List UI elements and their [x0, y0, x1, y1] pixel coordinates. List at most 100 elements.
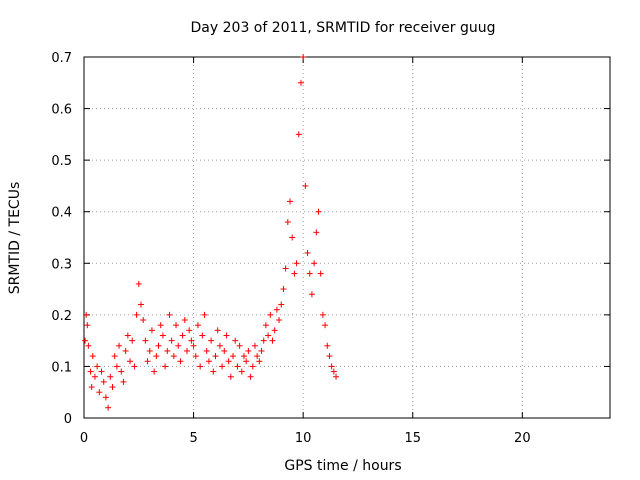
data-point [311, 260, 318, 267]
data-point [199, 332, 206, 339]
data-point [324, 342, 331, 349]
data-point [192, 353, 199, 360]
x-tick-label: 5 [189, 431, 197, 446]
data-point [304, 249, 311, 256]
data-point [142, 337, 149, 344]
data-point [313, 229, 320, 236]
data-point [254, 353, 261, 360]
data-point [287, 198, 294, 205]
data-point [190, 342, 197, 349]
data-point [137, 301, 144, 308]
data-point [96, 389, 103, 396]
data-point [94, 363, 101, 370]
data-point [107, 373, 114, 380]
data-point [84, 322, 91, 329]
data-point [267, 311, 274, 318]
data-point [230, 353, 237, 360]
data-point [184, 347, 191, 354]
data-point [140, 317, 147, 324]
data-point [170, 353, 177, 360]
data-point [326, 353, 333, 360]
data-point [186, 327, 193, 334]
data-point [109, 384, 116, 391]
data-point [308, 291, 315, 298]
data-point [116, 342, 123, 349]
data-point [282, 265, 289, 272]
data-point [146, 347, 153, 354]
y-tick-label: 0.4 [51, 206, 72, 221]
data-point [118, 368, 125, 375]
data-point [238, 368, 245, 375]
axis-ticks: 0 0.1 0.2 0.3 0.4 0.5 0.6 0.7 0 5 10 15 20 [51, 51, 610, 446]
data-point [203, 347, 210, 354]
y-tick-label: 0.1 [51, 360, 72, 375]
data-point [87, 368, 94, 375]
data-point [260, 337, 267, 344]
data-point [297, 79, 304, 86]
y-tick-label: 0.3 [51, 257, 72, 272]
data-point [188, 337, 195, 344]
data-point [251, 342, 258, 349]
data-point [330, 368, 337, 375]
data-point [273, 306, 280, 313]
data-point [232, 337, 239, 344]
data-point [100, 378, 107, 385]
data-point [175, 342, 182, 349]
data-point [179, 332, 186, 339]
data-point [113, 363, 120, 370]
data-point [83, 311, 90, 318]
data-point [317, 270, 324, 277]
data-point [129, 337, 136, 344]
grid [84, 57, 610, 418]
data-point [157, 322, 164, 329]
data-point [278, 301, 285, 308]
data-point [153, 353, 160, 360]
data-point [105, 404, 112, 411]
y-tick-label: 0.2 [51, 309, 72, 324]
x-tick-label: 10 [295, 431, 312, 446]
x-tick-label: 20 [514, 431, 531, 446]
data-point [166, 311, 173, 318]
data-point [319, 311, 326, 318]
data-point [82, 337, 89, 344]
data-point [315, 208, 322, 215]
data-point [271, 327, 278, 334]
chart-title: Day 203 of 2011, SRMTID for receiver guu… [191, 20, 496, 36]
data-point [89, 353, 96, 360]
data-point [234, 363, 241, 370]
data-point [293, 260, 300, 267]
data-point [269, 337, 276, 344]
data-point [328, 363, 335, 370]
data-point [91, 373, 98, 380]
data-point [181, 317, 188, 324]
y-axis-label: SRMTID / TECUs [7, 182, 23, 295]
data-point [127, 358, 134, 365]
data-point [276, 317, 283, 324]
y-tick-label: 0.6 [51, 103, 72, 118]
data-point [322, 322, 329, 329]
data-point [289, 234, 296, 241]
data-point [265, 332, 272, 339]
data-point [111, 353, 118, 360]
data-point [249, 363, 256, 370]
data-point [144, 358, 151, 365]
data-point [159, 332, 166, 339]
data-point [162, 363, 169, 370]
data-point [240, 353, 247, 360]
data-point [245, 347, 252, 354]
data-point [148, 327, 155, 334]
data-point [122, 347, 129, 354]
data-point [205, 358, 212, 365]
data-point [243, 358, 250, 365]
data-point [295, 131, 302, 138]
data-point [197, 363, 204, 370]
data-point [210, 368, 217, 375]
data-point [88, 384, 95, 391]
data-point [227, 373, 234, 380]
data-point [98, 368, 105, 375]
data-point [194, 322, 201, 329]
data-point [280, 286, 287, 293]
data-point [135, 280, 142, 287]
data-point [225, 358, 232, 365]
